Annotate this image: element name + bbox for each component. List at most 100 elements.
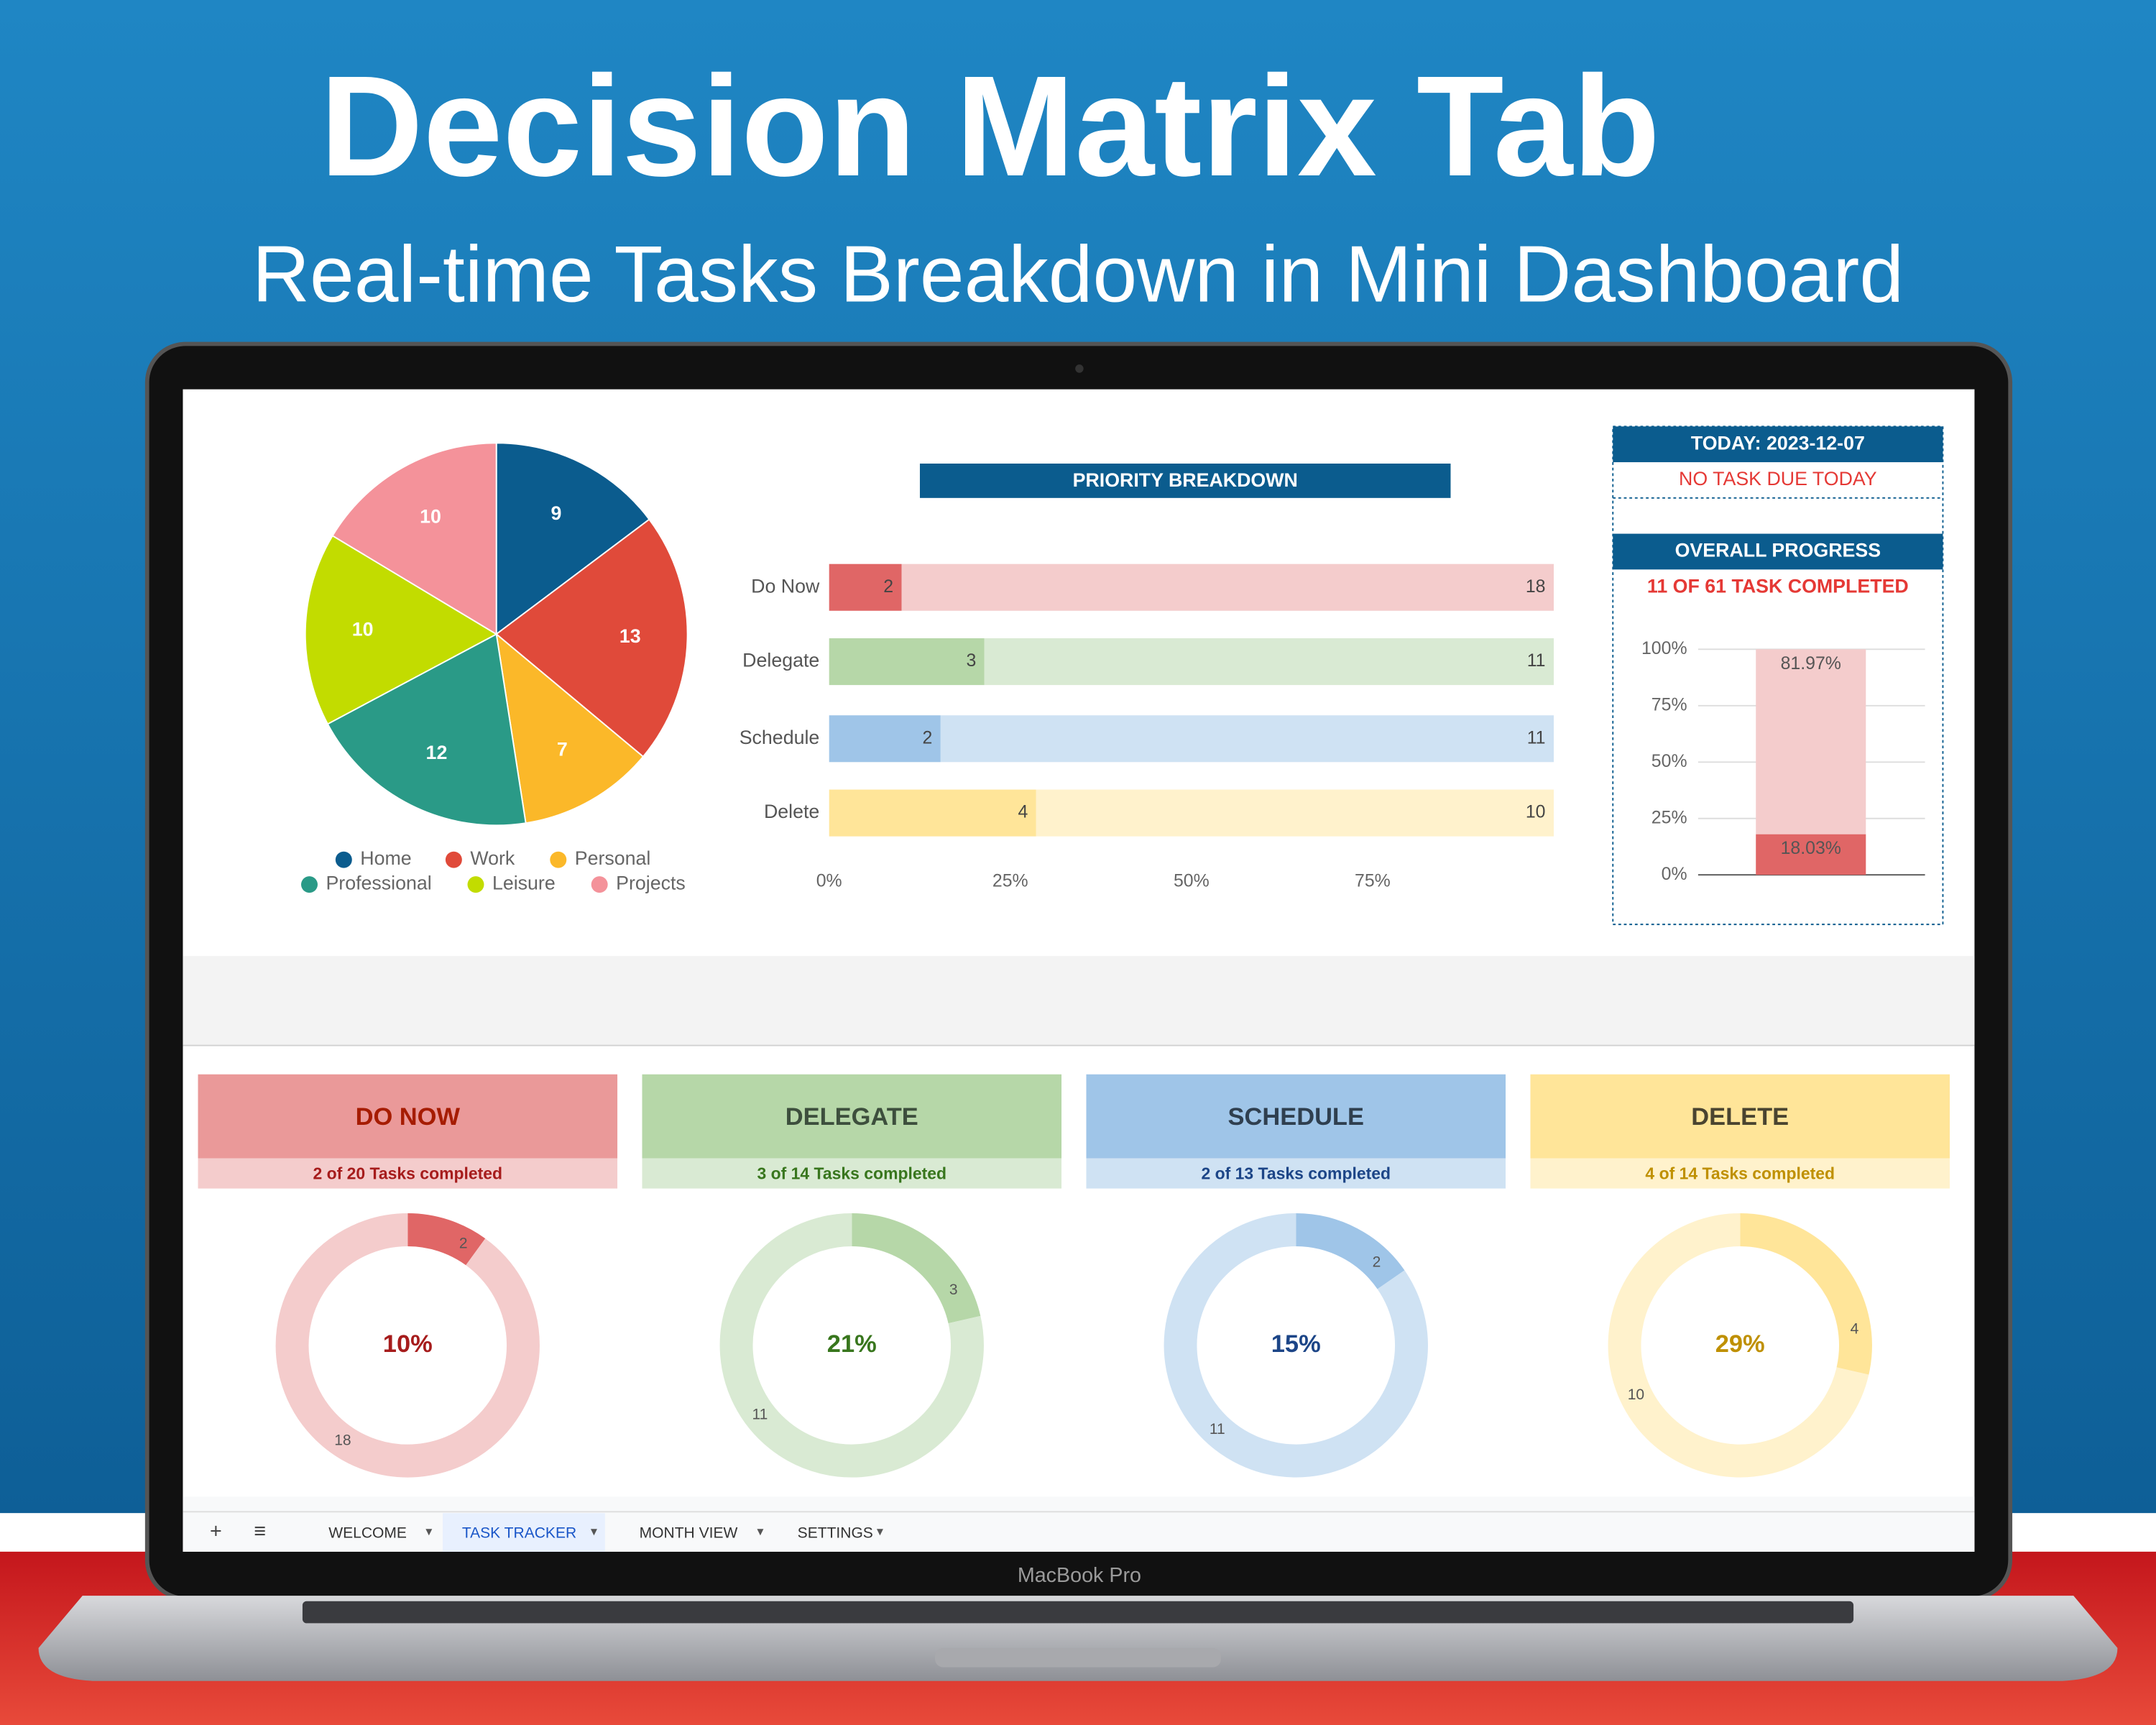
legend-swatch — [445, 851, 462, 868]
spacer-band — [183, 956, 1975, 1046]
bar-value: 11 — [1527, 727, 1546, 748]
legend-label: Leisure — [492, 873, 556, 894]
card-header — [642, 1074, 1062, 1159]
pie-slice — [326, 632, 527, 827]
donut-center: 29% — [1715, 1330, 1765, 1358]
bar-value: 11 — [1527, 650, 1546, 671]
x-tick-label: 0% — [816, 870, 842, 891]
bar-value: 18 — [1526, 576, 1546, 597]
sheet-tab[interactable]: SETTINGS — [798, 1525, 873, 1542]
donut-value: 2 — [1373, 1254, 1381, 1270]
legend-label: Projects — [616, 873, 686, 894]
y-tick-label: Schedule — [740, 727, 820, 748]
bar-segment — [829, 638, 985, 686]
legend-label: Home — [360, 847, 411, 869]
sheet-tab[interactable]: WELCOME — [328, 1525, 407, 1542]
donut-segment — [1164, 1213, 1428, 1478]
legend-label: Work — [470, 847, 515, 869]
slice-label: 10 — [420, 505, 441, 527]
y-tick-label: 25% — [1651, 807, 1687, 827]
donut-value: 11 — [1210, 1421, 1225, 1438]
x-tick-label: 50% — [1174, 870, 1210, 891]
slice-label: 9 — [550, 502, 561, 524]
donut-segment — [1295, 1213, 1405, 1289]
card-subheader — [642, 1158, 1062, 1189]
column-segment — [1756, 834, 1866, 875]
card-subheader — [1086, 1158, 1506, 1189]
all-sheets[interactable]: ≡ — [254, 1520, 266, 1543]
chart-title-bg — [1613, 533, 1943, 570]
camera — [1075, 364, 1084, 373]
card-subheader — [198, 1158, 618, 1189]
sheet-tab[interactable]: MONTH VIEW — [640, 1525, 738, 1542]
legend-swatch — [591, 876, 608, 893]
bar-segment — [901, 564, 1554, 611]
donut-segment — [719, 1213, 984, 1478]
slice-label: 7 — [557, 738, 568, 760]
pie-slice — [495, 632, 645, 824]
card-header — [198, 1074, 618, 1159]
laptop-label: MacBook Pro — [1018, 1564, 1141, 1587]
legend-swatch — [550, 851, 567, 868]
slice-label: 10 — [352, 619, 374, 640]
y-tick-label: Delegate — [742, 650, 819, 671]
trackpad-notch — [935, 1647, 1221, 1668]
donut-segment — [275, 1213, 540, 1478]
y-tick-label: 0% — [1662, 864, 1687, 884]
add-sheet[interactable]: + — [210, 1520, 222, 1543]
bar-segment — [1036, 789, 1554, 837]
today-header — [1613, 426, 1943, 463]
today-label: TODAY: 2023-12-07 — [1691, 432, 1865, 454]
card-header — [1086, 1074, 1506, 1159]
legend-swatch — [301, 876, 318, 893]
chart-title: OVERALL PROGRESS — [1675, 540, 1881, 561]
y-tick-label: 50% — [1651, 751, 1687, 771]
bar-value: 2 — [883, 576, 893, 597]
chart-subtitle: 11 OF 61 TASK COMPLETED — [1647, 575, 1909, 597]
card-subtitle: 3 of 14 Tasks completed — [757, 1164, 946, 1183]
pie-slice — [495, 518, 688, 758]
card-subtitle: 4 of 14 Tasks completed — [1645, 1164, 1835, 1183]
card-title: DELETE — [1691, 1103, 1789, 1131]
y-tick-label: 75% — [1651, 694, 1687, 714]
card-title: DELEGATE — [786, 1103, 918, 1131]
donut-segment — [407, 1213, 486, 1266]
tab-caret: ▼ — [875, 1526, 885, 1538]
bar-value: 10 — [1526, 802, 1546, 822]
column-segment — [1756, 649, 1866, 834]
bar-segment — [940, 715, 1554, 763]
bar-value: 3 — [966, 650, 976, 671]
legend-label: Professional — [326, 873, 431, 894]
card-subheader — [1530, 1158, 1950, 1189]
donut-center: 21% — [827, 1330, 877, 1358]
donut-value: 18 — [334, 1432, 351, 1448]
sheet-tab[interactable]: TASK TRACKER — [462, 1525, 576, 1542]
card-title: SCHEDULE — [1228, 1103, 1364, 1131]
column-value: 18.03% — [1781, 838, 1841, 858]
y-tick-label: Do Now — [751, 575, 820, 597]
donut-center: 10% — [383, 1330, 433, 1358]
donut-value: 10 — [1628, 1386, 1644, 1403]
y-tick-label: Delete — [764, 801, 819, 822]
legend-swatch — [467, 876, 484, 893]
x-tick-label: 25% — [992, 870, 1028, 891]
title: Decision Matrix Tab — [320, 47, 1660, 206]
donut-value: 11 — [752, 1407, 768, 1423]
chart-title-bg — [919, 463, 1451, 498]
card-title: DO NOW — [356, 1103, 461, 1131]
slice-label: 13 — [619, 625, 641, 647]
legend-swatch — [335, 851, 352, 868]
donut-value: 3 — [949, 1282, 958, 1298]
donut-value: 4 — [1851, 1321, 1859, 1338]
bar-segment — [829, 789, 1036, 837]
bar-value: 4 — [1018, 802, 1028, 822]
y-tick-label: 100% — [1641, 638, 1687, 658]
tab-caret: ▼ — [423, 1526, 434, 1538]
card-subtitle: 2 of 20 Tasks completed — [313, 1164, 502, 1183]
tab-caret: ▼ — [755, 1526, 765, 1538]
donut-segment — [1739, 1213, 1872, 1375]
bar-segment — [829, 564, 902, 611]
pie-slice — [304, 535, 498, 725]
card-subtitle: 2 of 13 Tasks completed — [1201, 1164, 1391, 1183]
